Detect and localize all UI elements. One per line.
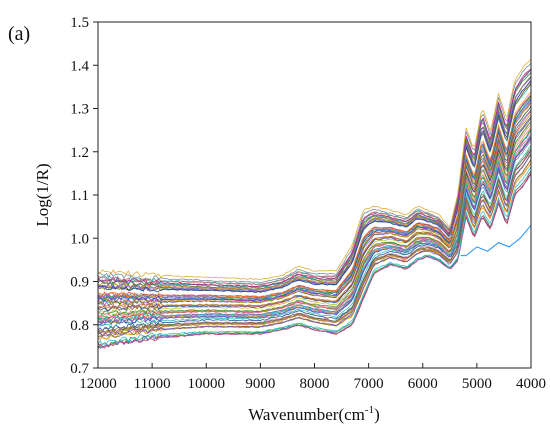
spectrum-line bbox=[97, 129, 532, 322]
spectrum-line bbox=[97, 145, 532, 329]
spectrum-line bbox=[97, 62, 532, 284]
x-tick-label: 10000 bbox=[188, 376, 226, 392]
y-tick-label: 1.5 bbox=[70, 15, 89, 31]
x-axis-title: Wavenumber(cm-1) bbox=[248, 404, 379, 424]
x-tick-label: 5000 bbox=[462, 376, 492, 392]
y-tick-label: 0.8 bbox=[70, 318, 89, 334]
x-tick-label: 11000 bbox=[134, 376, 171, 392]
x-tick-label: 4000 bbox=[516, 376, 546, 392]
y-tick-label: 1.1 bbox=[70, 188, 89, 204]
y-axis: 0.7 0.8 0.9 1.0 1.1 1.2 1.3 1.4 1.5 bbox=[70, 15, 98, 377]
spectrum-line bbox=[97, 68, 532, 288]
spectrum-line bbox=[97, 58, 532, 281]
y-tick-label: 1.0 bbox=[70, 231, 89, 247]
x-tick-label: 12000 bbox=[79, 376, 117, 392]
y-tick-label: 1.4 bbox=[70, 58, 89, 74]
x-tick-label: 9000 bbox=[245, 376, 275, 392]
x-tick-label: 6000 bbox=[408, 376, 438, 392]
series-layer bbox=[97, 58, 532, 350]
spectrum-line bbox=[97, 77, 532, 292]
y-tick-label: 0.7 bbox=[70, 361, 89, 377]
x-axis-title-close: ) bbox=[374, 405, 380, 424]
y-tick-label: 1.3 bbox=[70, 102, 89, 118]
x-tick-label: 7000 bbox=[354, 376, 384, 392]
x-axis-title-main: Wavenumber(cm bbox=[248, 405, 365, 424]
y-axis-title: Log(1/R) bbox=[33, 163, 52, 226]
spectrum-line bbox=[97, 170, 532, 349]
y-tick-label: 0.9 bbox=[70, 275, 89, 291]
spectrum-line bbox=[97, 166, 532, 346]
x-axis: 12000 11000 10000 9000 8000 7000 6000 5000 4000 bbox=[79, 363, 546, 392]
x-axis-title-sup: -1 bbox=[365, 404, 374, 416]
spectrum-line bbox=[97, 111, 532, 310]
spectrum-line bbox=[97, 121, 532, 316]
spectrum-line bbox=[97, 147, 532, 333]
spectrum-line bbox=[97, 91, 532, 298]
x-tick-label: 8000 bbox=[300, 376, 330, 392]
spectrum-line bbox=[97, 102, 532, 304]
panel-label: (a) bbox=[8, 23, 30, 45]
spectrum-outlier-line bbox=[460, 224, 532, 257]
y-tick-label: 1.2 bbox=[70, 145, 89, 161]
spectrum-line bbox=[97, 155, 532, 338]
